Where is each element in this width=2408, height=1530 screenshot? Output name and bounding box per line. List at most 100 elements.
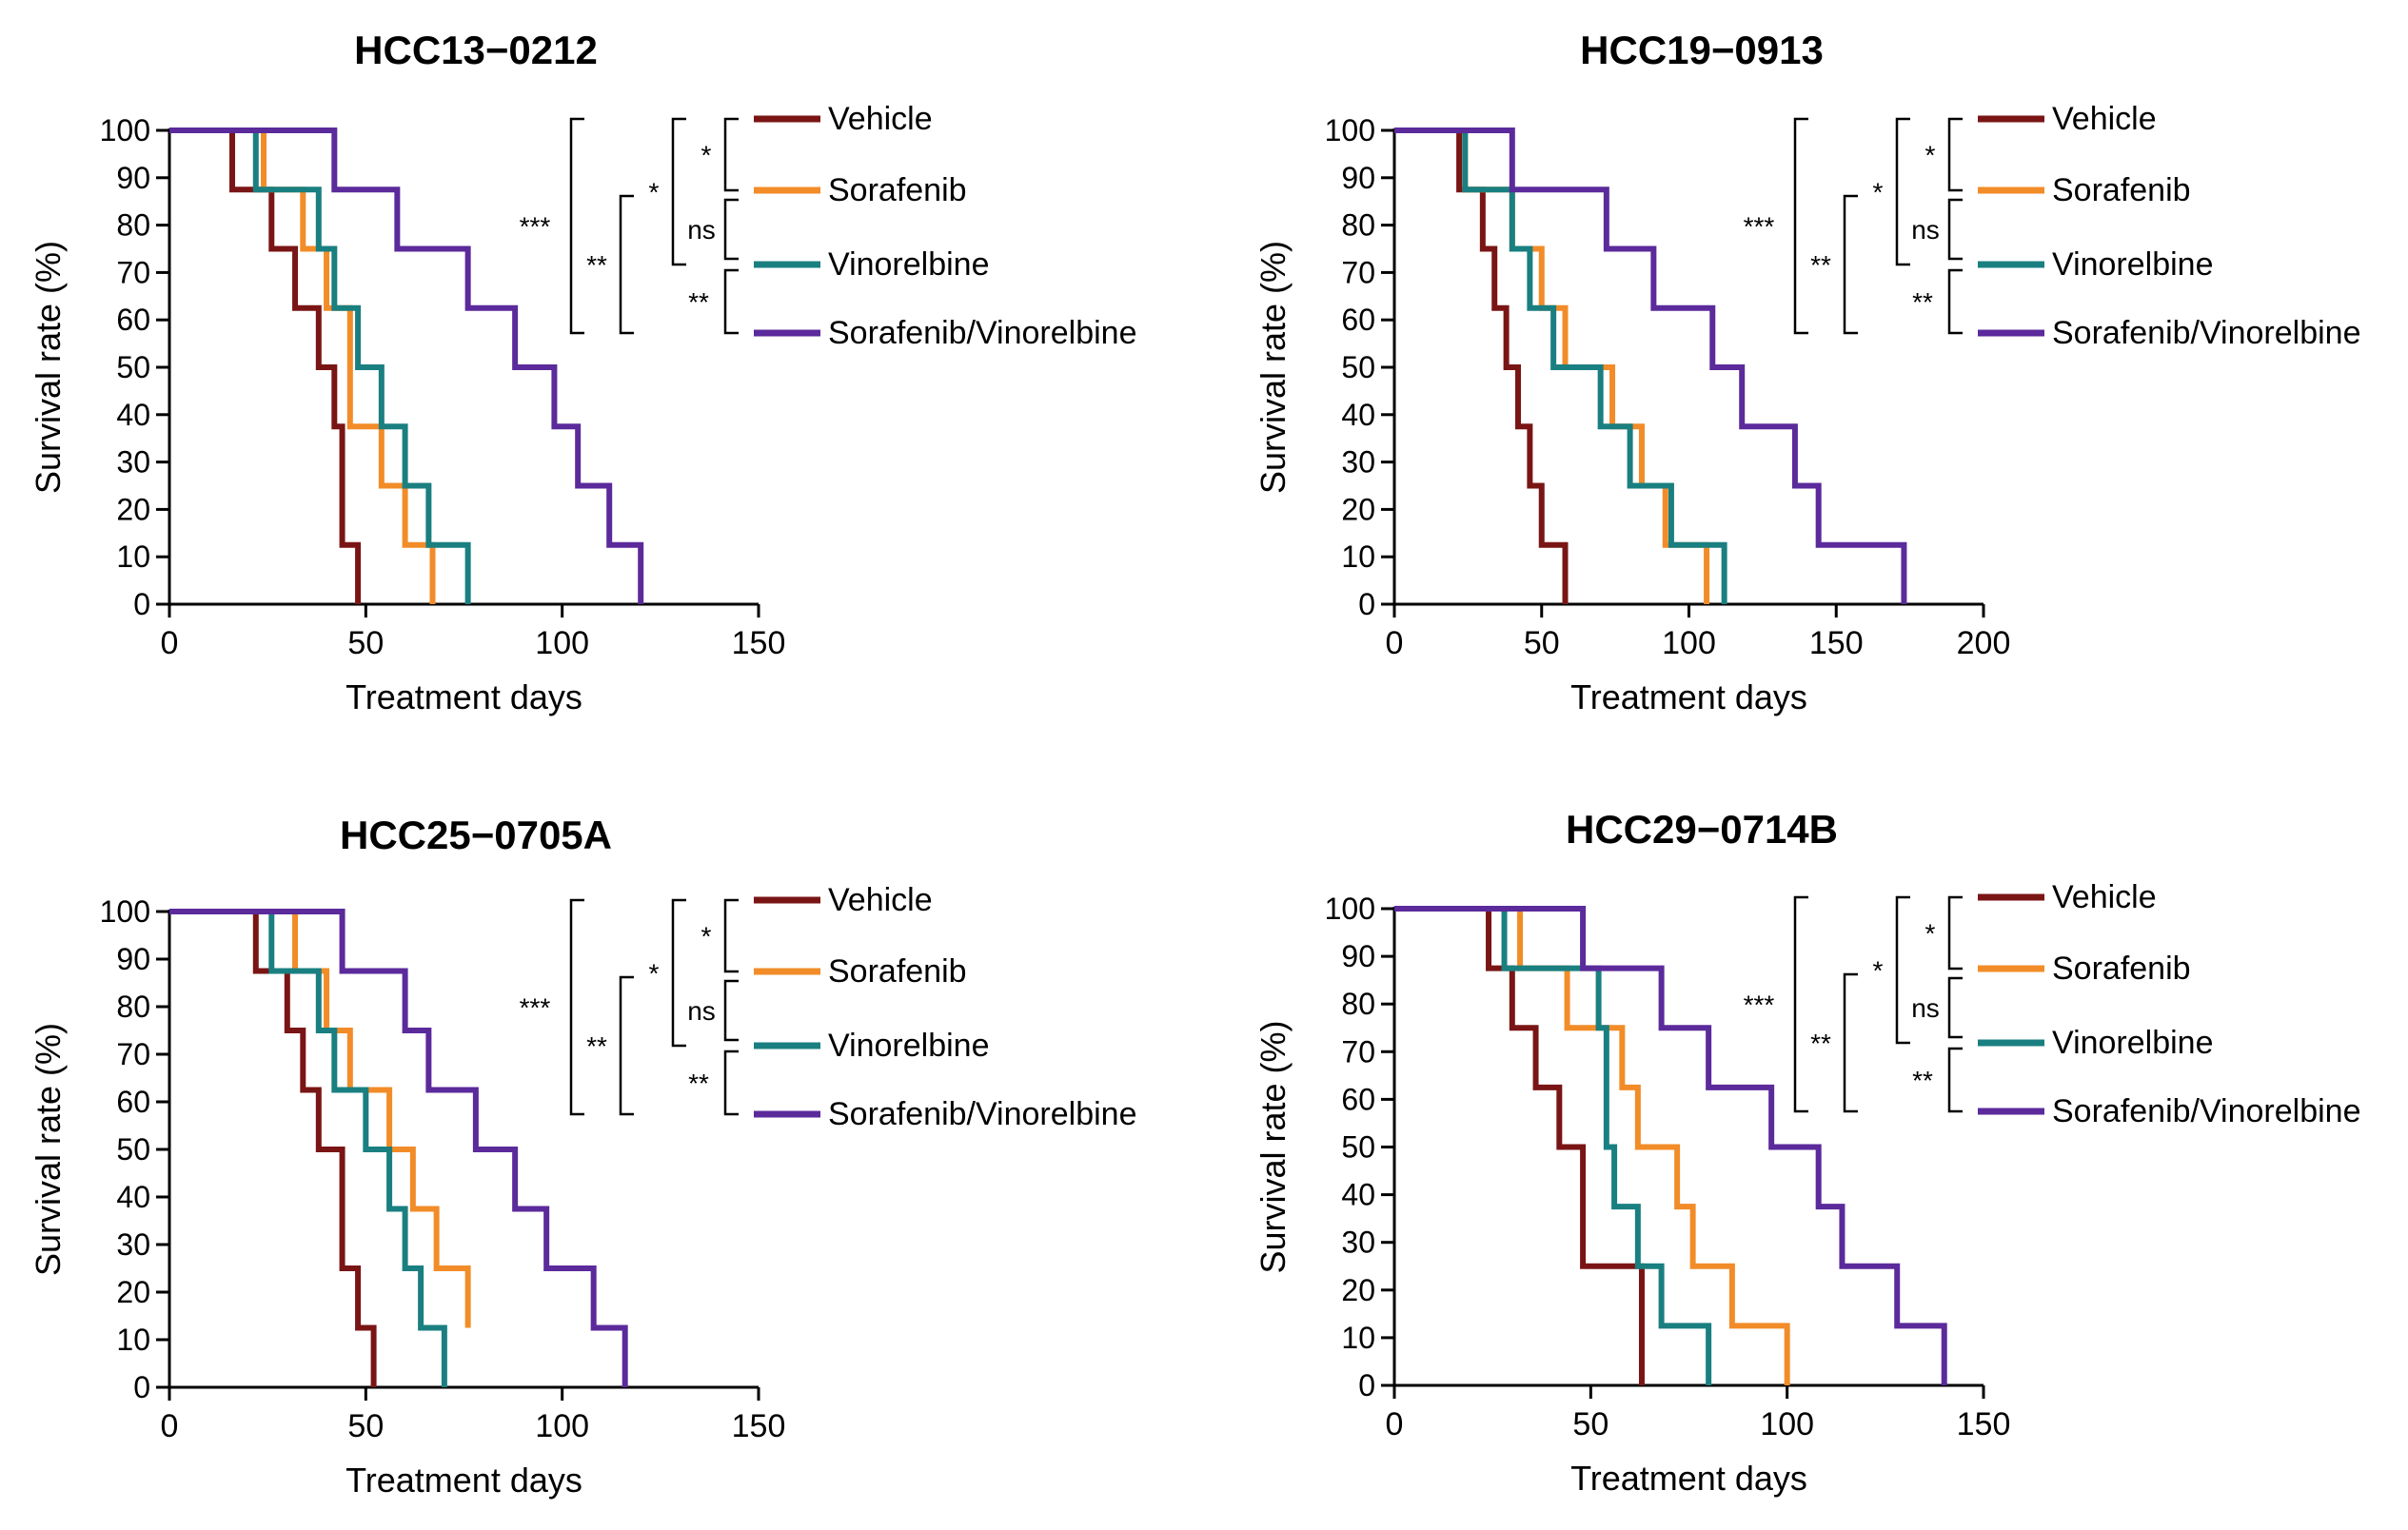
y-tick-label: 100	[100, 113, 150, 147]
y-tick-label: 70	[1341, 255, 1375, 289]
significance-label: **	[586, 1031, 607, 1061]
y-tick-label: 80	[1341, 987, 1375, 1021]
legend-label: Sorafenib	[828, 172, 967, 208]
legend-label: Sorafenib/Vinorelbine	[2052, 315, 2361, 351]
significance-label: **	[586, 250, 607, 280]
x-axis-label: Treatment days	[345, 1461, 582, 1500]
survival-curve-vinorelbine	[1394, 906, 1712, 1385]
x-tick-label: 50	[1524, 625, 1560, 661]
significance-bracket	[1793, 895, 1808, 1113]
y-tick-label: 100	[1325, 892, 1375, 926]
chart-panel-1: HCC13−0212 0 10 20 30 40 50 60 70 80 90 100 0 50 100 15…	[29, 28, 1137, 716]
significance-bracket	[619, 194, 634, 335]
x-tick-label: 0	[1386, 1406, 1404, 1442]
legend-label: Vehicle	[2052, 879, 2157, 915]
y-tick-label: 70	[1341, 1034, 1375, 1069]
y-tick-label: 30	[116, 445, 150, 480]
y-tick-label: 80	[116, 208, 150, 243]
survival-curve-vehicle	[169, 128, 362, 604]
chart-title: HCC25−0705A	[340, 813, 612, 857]
significance-label: ***	[520, 993, 551, 1023]
significance-bracket	[1843, 972, 1858, 1113]
significance-label: *	[649, 959, 660, 989]
x-tick-label: 100	[1662, 625, 1716, 661]
y-axis-label: Survival rate (%)	[1253, 1020, 1293, 1273]
x-axis-label: Treatment days	[1570, 677, 1807, 716]
survival-curve-sorafenib-vinorelbine	[169, 128, 644, 604]
legend-label: Vehicle	[828, 101, 933, 137]
significance-bracket	[671, 898, 686, 1048]
significance-label: **	[1912, 1066, 1933, 1095]
significance-label: ***	[1744, 991, 1775, 1020]
chart-title: HCC13−0212	[354, 28, 598, 72]
significance-bracket	[1947, 117, 1963, 192]
significance-label: *	[1925, 141, 1936, 170]
y-tick-label: 50	[116, 1132, 150, 1167]
y-tick-label: 90	[116, 942, 150, 976]
y-tick-label: 0	[1358, 1368, 1375, 1402]
significance-bracket	[1843, 194, 1858, 335]
significance-label: ns	[687, 996, 716, 1026]
y-tick-label: 0	[1358, 587, 1375, 621]
significance-label: ***	[1744, 212, 1775, 242]
significance-bracket	[1947, 976, 1963, 1039]
x-tick-label: 100	[535, 1408, 589, 1444]
x-tick-label: 100	[535, 625, 589, 661]
y-tick-label: 70	[116, 1037, 150, 1071]
y-tick-label: 30	[1341, 1226, 1375, 1260]
x-tick-label: 50	[1572, 1406, 1609, 1442]
significance-bracket	[619, 975, 634, 1116]
y-tick-label: 10	[1341, 1321, 1375, 1355]
significance-label: *	[701, 922, 712, 951]
legend-label: Vinorelbine	[2052, 1025, 2214, 1061]
survival-curve-vinorelbine	[1394, 128, 1727, 604]
significance-bracket	[1947, 198, 1963, 261]
chart-panel-4: HCC29−0714B 0 10 20 30 40 50 60 70 80 90 100 0 50 100 1…	[1253, 807, 2361, 1498]
survival-curve-sorafenib	[169, 128, 436, 604]
legend-label: Vinorelbine	[828, 1028, 990, 1064]
significance-label: *	[1925, 919, 1936, 949]
legend-label: Sorafenib/Vinorelbine	[828, 1096, 1137, 1132]
significance-bracket	[569, 898, 584, 1116]
legend-label: Sorafenib/Vinorelbine	[828, 315, 1137, 351]
y-tick-label: 40	[1341, 398, 1375, 432]
y-tick-label: 60	[116, 1085, 150, 1119]
y-tick-label: 40	[1341, 1178, 1375, 1212]
y-tick-label: 0	[133, 1370, 150, 1404]
y-tick-label: 50	[116, 350, 150, 384]
y-tick-label: 90	[116, 161, 150, 195]
y-tick-label: 20	[1341, 492, 1375, 526]
x-tick-label: 150	[1957, 1406, 2011, 1442]
x-tick-label: 200	[1957, 625, 2011, 661]
y-tick-label: 100	[100, 894, 150, 929]
legend-label: Sorafenib	[2052, 951, 2191, 987]
survival-curve-vinorelbine	[169, 128, 471, 604]
survival-curve-vehicle	[1394, 128, 1569, 604]
legend-label: Sorafenib/Vinorelbine	[2052, 1093, 2361, 1129]
y-tick-label: 50	[1341, 1130, 1375, 1165]
x-tick-label: 0	[1386, 625, 1404, 661]
x-tick-label: 50	[347, 1408, 384, 1444]
y-axis-label: Survival rate (%)	[1253, 241, 1293, 494]
significance-bracket	[671, 117, 686, 266]
y-tick-label: 70	[116, 255, 150, 289]
y-tick-label: 20	[116, 492, 150, 526]
survival-curve-sorafenib-vinorelbine	[169, 909, 628, 1387]
y-tick-label: 60	[1341, 303, 1375, 337]
significance-label: **	[1810, 250, 1831, 280]
y-tick-label: 10	[1341, 539, 1375, 574]
survival-curve-sorafenib-vinorelbine	[1394, 906, 1947, 1385]
y-axis-label: Survival rate (%)	[29, 241, 68, 494]
survival-curve-vehicle	[169, 909, 377, 1387]
legend-label: Vehicle	[828, 882, 933, 918]
y-tick-label: 30	[1341, 445, 1375, 480]
significance-bracket	[723, 1049, 739, 1116]
significance-bracket	[1947, 268, 1963, 335]
chart-title: HCC19−0913	[1580, 28, 1824, 72]
chart-title: HCC29−0714B	[1566, 807, 1838, 852]
significance-bracket	[723, 198, 739, 261]
x-tick-label: 0	[161, 625, 179, 661]
survival-curve-sorafenib	[1394, 906, 1790, 1385]
significance-label: *	[649, 178, 660, 207]
